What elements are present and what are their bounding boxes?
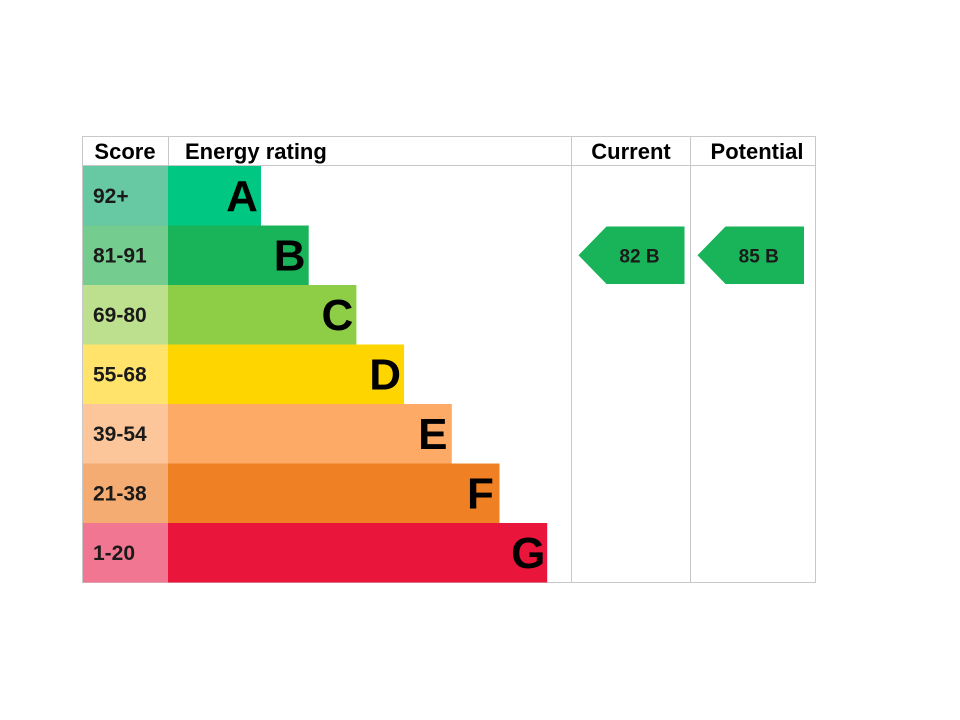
score-label-c: 69-80 — [93, 304, 147, 327]
band-letter-d: D — [369, 350, 401, 399]
score-cell-b — [83, 225, 168, 285]
potential-rating-arrow-label: 85 B — [739, 246, 779, 267]
current-header: Current — [591, 139, 671, 164]
score-cell-f — [83, 463, 168, 523]
score-cell-e — [83, 404, 168, 464]
band-row-c: 69-80 C — [83, 285, 357, 345]
score-cell-g — [83, 523, 168, 583]
arrows-layer: 82 B 85 B — [578, 226, 804, 284]
current-rating-arrow-shape — [578, 226, 685, 284]
band-row-g: 1-20 G — [83, 523, 548, 583]
band-letter-a: A — [226, 172, 258, 221]
energy-rating-header: Energy rating — [185, 139, 327, 164]
band-bar-a — [168, 166, 261, 226]
score-label-g: 1-20 — [93, 542, 135, 565]
score-cell-d — [83, 344, 168, 404]
score-label-e: 39-54 — [93, 423, 147, 446]
band-bar-e — [168, 404, 452, 464]
band-letter-f: F — [467, 469, 494, 518]
band-bar-b — [168, 225, 309, 285]
score-label-b: 81-91 — [93, 244, 147, 267]
band-letter-c: C — [322, 291, 354, 340]
potential-rating-arrow: 85 B — [697, 226, 804, 284]
band-bar-g — [168, 523, 548, 583]
score-label-f: 21-38 — [93, 482, 147, 505]
band-row-b: 81-91 B — [83, 225, 309, 285]
current-rating-arrow-label: 82 B — [619, 246, 659, 267]
band-letter-b: B — [274, 231, 306, 280]
band-row-e: 39-54 E — [83, 404, 452, 464]
band-row-a: 92+ A — [83, 166, 261, 226]
score-label-a: 92+ — [93, 185, 129, 208]
band-row-f: 21-38 F — [83, 463, 500, 523]
bands-layer: 92+ A 81-91 B 69-80 C 55-68 D 39-54 E 21-38 F 1-20 G — [83, 166, 548, 583]
potential-header: Potential — [711, 139, 804, 164]
score-label-d: 55-68 — [93, 363, 147, 386]
band-bar-c — [168, 285, 357, 345]
current-rating-arrow: 82 B — [578, 226, 685, 284]
band-letter-g: G — [511, 529, 545, 578]
band-bar-f — [168, 463, 500, 523]
score-cell-a — [83, 166, 168, 226]
score-cell-c — [83, 285, 168, 345]
band-letter-e: E — [418, 410, 447, 459]
band-bar-d — [168, 344, 405, 404]
band-row-d: 55-68 D — [83, 344, 405, 404]
score-header: Score — [94, 139, 155, 164]
potential-rating-arrow-shape — [697, 226, 804, 284]
